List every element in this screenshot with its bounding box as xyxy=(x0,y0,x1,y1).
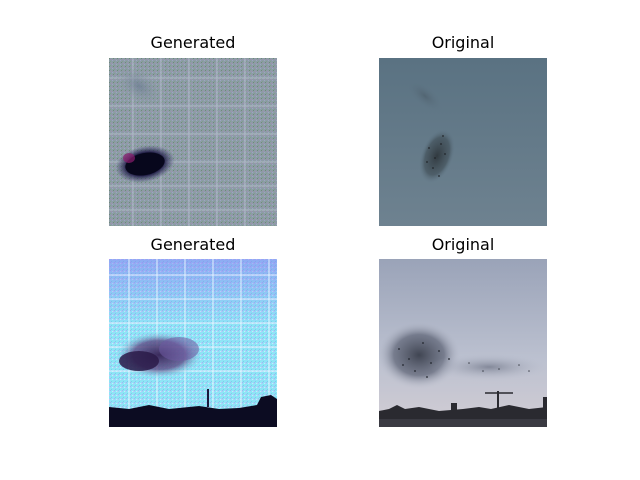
generated-image-top xyxy=(109,58,277,226)
original-image-bottom xyxy=(379,259,547,427)
panel-title-original-top: Original xyxy=(431,33,495,52)
panel-title-generated-top: Generated xyxy=(150,33,236,52)
panel-title-original-bottom: Original xyxy=(431,235,495,254)
original-image-top xyxy=(379,58,547,226)
generated-image-bottom xyxy=(109,259,277,427)
panel-title-generated-bottom: Generated xyxy=(150,235,236,254)
